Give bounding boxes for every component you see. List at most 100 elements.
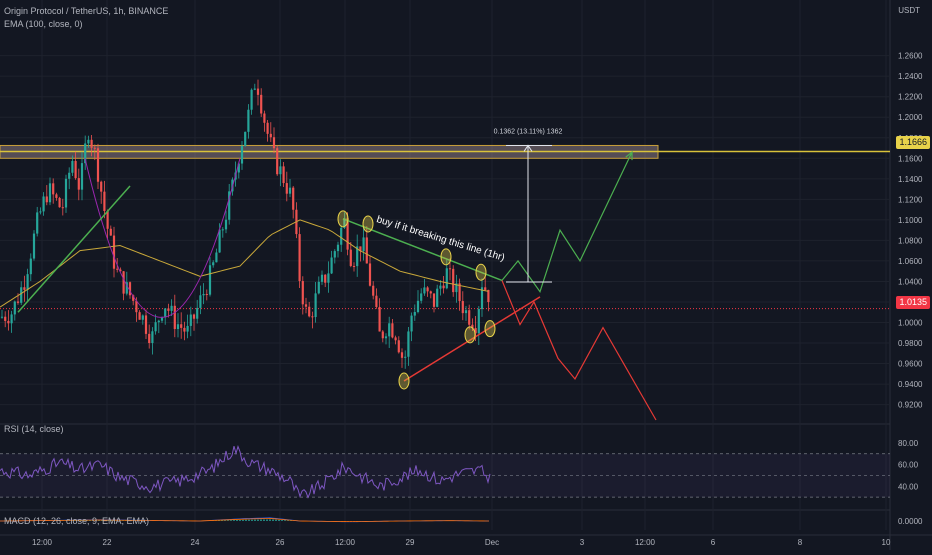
candle-body [394, 337, 397, 341]
macd-tick-label: 0.0000 [898, 517, 923, 526]
candle-body [196, 307, 199, 319]
breakout-trendline [342, 218, 503, 282]
candle-body [426, 287, 429, 292]
candle-body [167, 308, 170, 311]
candle-body [240, 145, 244, 164]
left-uptrend-line [17, 185, 131, 313]
candle-body [170, 305, 173, 311]
candle-body [247, 109, 250, 132]
candle-body [404, 356, 407, 358]
candle-body [372, 285, 375, 296]
candle-body [468, 310, 471, 325]
candle-body [224, 219, 228, 230]
candle-body [266, 122, 269, 134]
last-price-badge: 1.0135 [896, 296, 930, 309]
candle-body [352, 265, 356, 267]
rsi-legend[interactable]: RSI (14, close) [4, 424, 64, 434]
cup-arc [84, 158, 241, 318]
candle-body [4, 316, 7, 321]
bullish-projection-path [501, 151, 633, 294]
candle-body [413, 312, 416, 316]
candle-body [106, 211, 109, 229]
candle-body [125, 282, 128, 294]
candle-body [58, 197, 61, 208]
candle-body [429, 291, 432, 294]
resistance-price-badge: 1.1666 [896, 136, 930, 149]
candle-body [474, 328, 477, 334]
candle-body [250, 89, 253, 110]
candle-body [176, 324, 180, 330]
candle-body [324, 274, 327, 283]
bullish-arrowhead [625, 150, 633, 161]
candle-body [320, 274, 324, 282]
candle-body [119, 269, 122, 272]
candle-body [100, 181, 103, 192]
candle-body [0, 316, 4, 318]
candle-body [112, 235, 116, 269]
macd-legend[interactable]: MACD (12, 26, close, 9, EMA, EMA) [4, 516, 150, 526]
y-tick-label: 1.2200 [898, 93, 923, 102]
y-tick-label: 1.0600 [898, 257, 923, 266]
candle-body [244, 131, 247, 146]
x-tick-label: Dec [485, 538, 499, 547]
candle-body [288, 187, 292, 194]
ema-legend[interactable]: EMA (100, close, 0) [4, 19, 83, 29]
rsi-tick-label: 80.00 [898, 439, 919, 448]
candle-body [192, 314, 196, 319]
candle-body [279, 166, 282, 175]
candle-body [77, 178, 80, 190]
candle-body [61, 207, 64, 209]
candle-body [215, 252, 218, 263]
candle-body [52, 183, 55, 195]
candle-body [256, 88, 260, 95]
candle-body [333, 251, 336, 258]
y-tick-label: 0.9400 [898, 380, 923, 389]
candle-body [285, 183, 288, 194]
x-tick-label: 26 [276, 538, 285, 547]
y-tick-label: 0.9200 [898, 401, 923, 410]
candle-body [13, 301, 16, 315]
candle-body [384, 336, 388, 339]
candle-body [221, 229, 224, 231]
candle-body [228, 191, 231, 220]
candle-body [10, 314, 13, 324]
candle-body [346, 218, 349, 250]
candle-body [96, 148, 100, 182]
candle-body [272, 137, 276, 149]
candle-body [484, 287, 487, 290]
x-tick-label: 6 [711, 538, 716, 547]
symbol-legend[interactable]: Origin Protocol / TetherUS, 1h, BINANCE [4, 6, 169, 16]
candle-body [80, 163, 84, 190]
candle-body [199, 295, 202, 308]
pivot-marker [475, 263, 487, 281]
bearish-projection-path [501, 280, 657, 421]
pivot-marker [398, 372, 410, 390]
candle-body [157, 320, 160, 323]
candle-body [144, 315, 148, 334]
candle-body [301, 281, 304, 305]
x-tick-label: 10 [882, 538, 891, 547]
candle-body [416, 300, 420, 313]
candle-body [36, 212, 39, 234]
candle-body [292, 187, 295, 210]
candle-body [183, 327, 186, 332]
y-tick-label: 1.2400 [898, 72, 923, 81]
candle-body [365, 237, 368, 264]
candle-body [276, 148, 279, 175]
pivot-marker [362, 215, 374, 233]
ema-line [0, 219, 489, 308]
candle-body [74, 160, 77, 179]
rsi-tick-label: 40.00 [898, 482, 919, 491]
candle-body [189, 314, 192, 326]
candle-body [132, 295, 135, 301]
candle-body [400, 352, 404, 358]
candle-body [336, 244, 340, 252]
candle-body [84, 143, 87, 164]
candle-body [442, 285, 445, 289]
candle-body [205, 294, 208, 296]
candle-body [455, 283, 458, 293]
candle-body [55, 194, 58, 198]
candle-body [452, 268, 455, 293]
